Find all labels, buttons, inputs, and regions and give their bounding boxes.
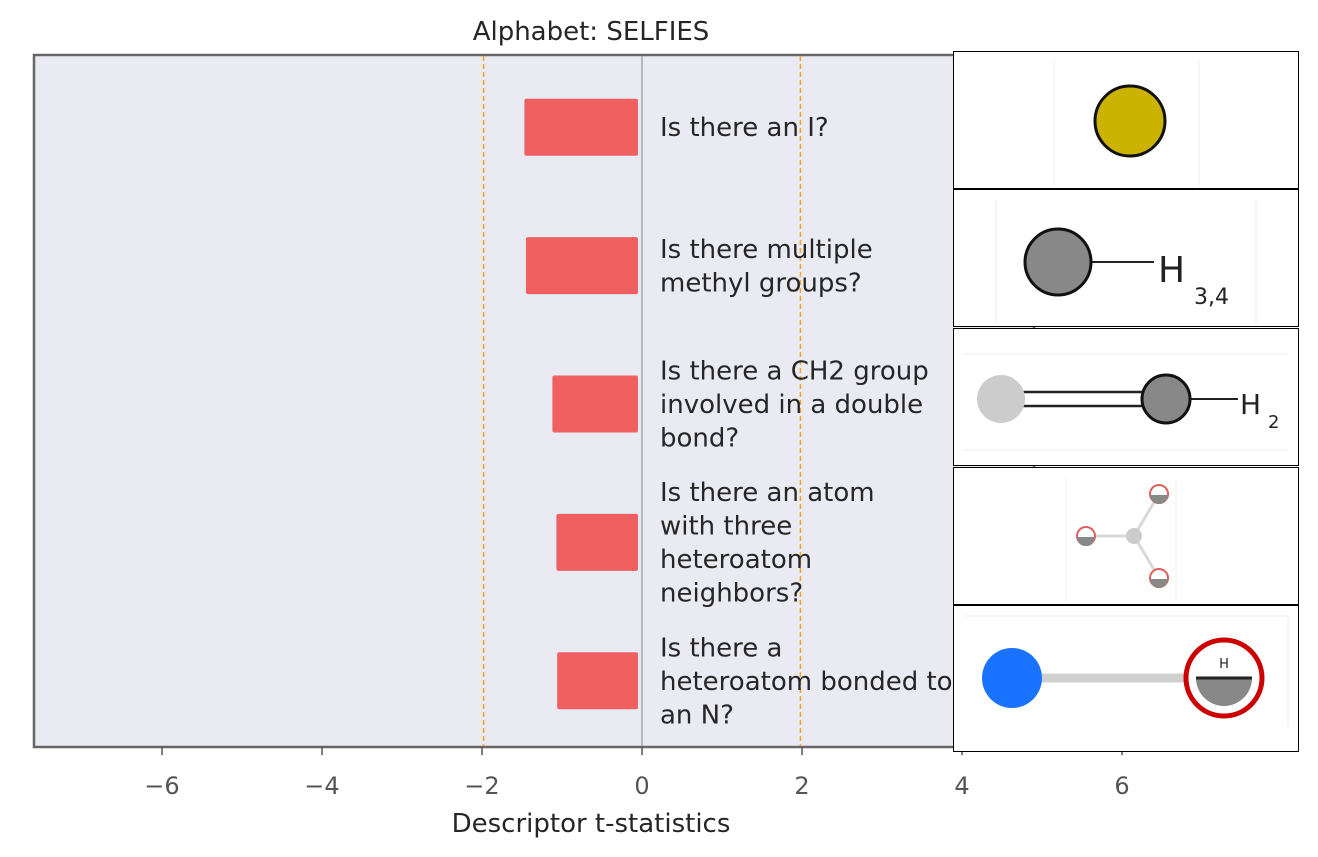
three-heteroatom-neighbors-icon — [1065, 478, 1177, 602]
descriptor-label: methyl groups? — [660, 268, 862, 298]
ch2-double-bond-icon: H 2 — [964, 353, 1288, 451]
x-tick-label: 4 — [954, 772, 969, 800]
hydrogen-count-label: 2 — [1268, 412, 1279, 433]
chart-title: Alphabet: SELFIES — [473, 17, 710, 47]
x-tick-label: 0 — [634, 772, 649, 800]
descriptor-label: an N? — [660, 700, 734, 730]
molecule-image-three-heteroatoms — [953, 467, 1299, 605]
hydrogen-count-label: 3,4 — [1194, 285, 1229, 310]
x-tick-label: 2 — [794, 772, 809, 800]
descriptor-label: Is there a CH2 group — [660, 357, 929, 387]
descriptor-label: heteroatom — [660, 545, 812, 575]
methyl-group-icon: H 3,4 — [995, 200, 1257, 324]
bar — [526, 237, 638, 295]
bar — [556, 513, 638, 571]
molecule-image-iodine — [953, 51, 1299, 189]
descriptor-label: Is there multiple — [660, 235, 873, 265]
descriptor-label: Is there an atom — [660, 478, 875, 508]
hydrogen-label: H — [1240, 388, 1261, 421]
molecule-image-ch2: H 2 — [953, 328, 1299, 466]
descriptor-label: neighbors? — [660, 579, 803, 609]
x-tick-label: −2 — [464, 772, 499, 800]
x-tick-label: −6 — [144, 772, 179, 800]
molecule-image-methyl: H 3,4 — [953, 189, 1299, 327]
plot-area — [32, 53, 1036, 749]
descriptor-label: Is there an I? — [660, 113, 829, 143]
x-tick-label: −4 — [304, 772, 339, 800]
x-tick-label: 6 — [1114, 772, 1129, 800]
x-axis-ticks: −6 −4 −2 0 2 4 6 — [144, 747, 1130, 800]
descriptor-label: Is there a — [660, 633, 782, 663]
molecule-image-heteroatom-n: H — [953, 605, 1299, 752]
significance-lines — [482, 56, 802, 746]
bar — [552, 375, 638, 433]
hydrogen-label: H — [1158, 250, 1185, 291]
bar — [557, 652, 638, 710]
x-axis-label: Descriptor t-statistics — [452, 809, 731, 839]
descriptor-label: with three — [660, 512, 792, 542]
iodine-atom-icon — [1053, 62, 1200, 186]
heteroatom-bonded-to-n-icon: H — [964, 615, 1289, 726]
bar — [524, 98, 638, 156]
bars — [524, 98, 638, 710]
descriptor-label: involved in a double — [660, 390, 923, 420]
descriptor-label: heteroatom bonded to — [660, 667, 953, 697]
descriptor-label: bond? — [660, 424, 739, 454]
hydrogen-label: H — [1219, 657, 1229, 672]
